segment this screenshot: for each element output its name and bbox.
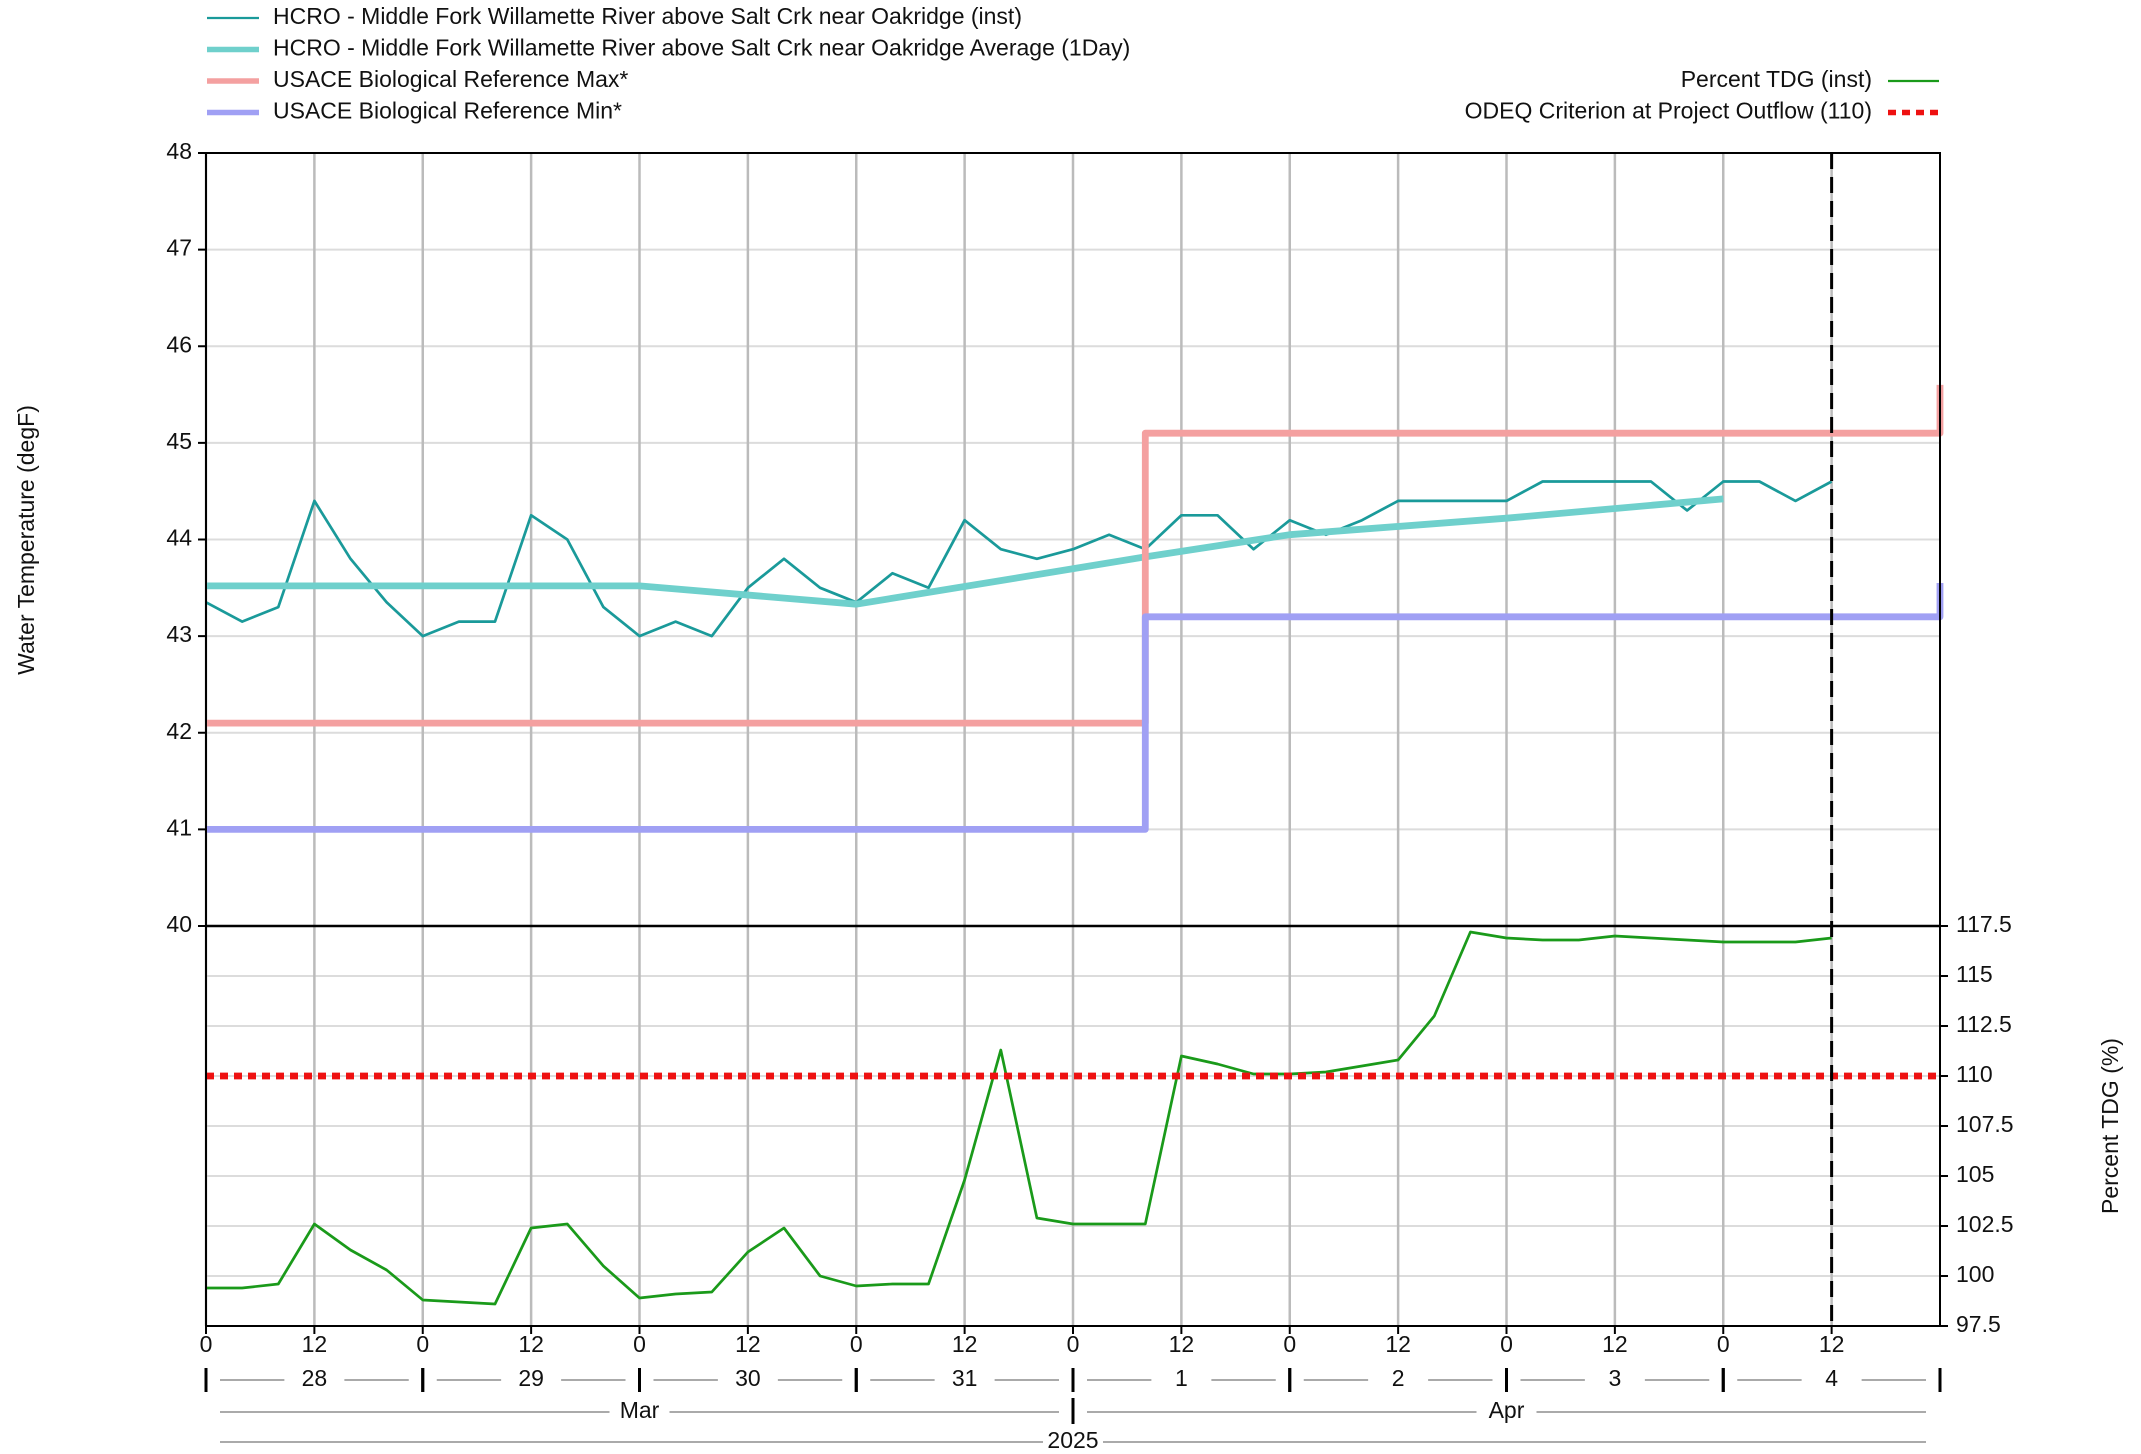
day-label: 2: [1392, 1365, 1405, 1391]
y-tick-label: 47: [166, 235, 192, 261]
day-label-bg: [1584, 1366, 1645, 1394]
y-tick-label: 41: [166, 814, 192, 840]
day-label: 28: [302, 1365, 328, 1391]
plot-frame: [205, 152, 1941, 1327]
legend-label: ODEQ Criterion at Project Outflow (110): [1465, 98, 1872, 124]
legend-label: HCRO - Middle Fork Willamette River abov…: [273, 3, 1022, 29]
axes: 40414243444546474897.5100102.5105107.511…: [166, 138, 2014, 1454]
y2-tick-label: 97.5: [1956, 1311, 2001, 1337]
y2-axis-title: Percent TDG (%): [2097, 1038, 2123, 1214]
day-label: 30: [735, 1365, 761, 1391]
year-label-bg: [1043, 1428, 1103, 1454]
day-label-bg: [1368, 1366, 1429, 1394]
month-label-bg: [609, 1398, 670, 1426]
y2-tick-label: 100: [1956, 1261, 1994, 1287]
x-tick-label: 12: [1169, 1331, 1195, 1357]
month-label: Mar: [620, 1397, 660, 1423]
x-tick-label: 0: [633, 1331, 646, 1357]
day-label-bg: [934, 1366, 995, 1394]
y2-tick-label: 102.5: [1956, 1211, 2014, 1237]
day-label: 1: [1175, 1365, 1188, 1391]
legend-label: USACE Biological Reference Max*: [273, 66, 628, 92]
x-tick-label: 0: [200, 1331, 213, 1357]
year-label: 2025: [1047, 1427, 1098, 1453]
x-tick-label: 0: [1067, 1331, 1080, 1357]
day-label: 29: [518, 1365, 544, 1391]
month-label: Apr: [1489, 1397, 1525, 1423]
y-tick-label: 46: [166, 331, 192, 357]
y2-tick-label: 107.5: [1956, 1111, 2014, 1137]
day-label: 3: [1608, 1365, 1621, 1391]
y-tick-label: 42: [166, 718, 192, 744]
x-tick-label: 12: [302, 1331, 328, 1357]
x-tick-label: 0: [850, 1331, 863, 1357]
y-tick-label: 48: [166, 138, 192, 164]
series-line: [205, 480, 1833, 638]
y-tick-label: 44: [166, 525, 192, 551]
y-axis-title: Water Temperature (degF): [13, 405, 39, 675]
y-tick-label: 45: [166, 428, 192, 454]
legend-label: Percent TDG (inst): [1681, 66, 1872, 92]
month-label-bg: [1476, 1398, 1537, 1426]
day-label-bg: [717, 1366, 778, 1394]
y2-tick-label: 105: [1956, 1161, 1994, 1187]
y2-tick-label: 110: [1956, 1061, 1993, 1087]
x-tick-label: 12: [952, 1331, 978, 1357]
x-tick-label: 0: [1283, 1331, 1296, 1357]
legend-label: HCRO - Middle Fork Willamette River abov…: [273, 35, 1130, 61]
day-label-bg: [1801, 1366, 1862, 1394]
day-label: 31: [952, 1365, 978, 1391]
y2-tick-label: 117.5: [1956, 911, 2012, 937]
x-tick-label: 0: [1500, 1331, 1513, 1357]
y-tick-label: 43: [166, 621, 192, 647]
x-tick-label: 12: [735, 1331, 761, 1357]
y2-tick-label: 112.5: [1956, 1011, 2012, 1037]
y-tick-label: 40: [166, 911, 192, 937]
series-line: [206, 930, 1832, 1306]
x-tick-label: 0: [1717, 1331, 1730, 1357]
day-label-bg: [501, 1366, 562, 1394]
x-tick-label: 12: [1385, 1331, 1411, 1357]
day-label-bg: [1151, 1366, 1212, 1394]
x-tick-label: 12: [1819, 1331, 1845, 1357]
x-tick-label: 12: [518, 1331, 544, 1357]
x-tick-label: 12: [1602, 1331, 1628, 1357]
y2-tick-label: 115: [1956, 961, 1993, 987]
day-label: 4: [1825, 1365, 1838, 1391]
x-tick-label: 0: [416, 1331, 429, 1357]
legend-label: USACE Biological Reference Min*: [273, 98, 622, 124]
day-label-bg: [284, 1366, 345, 1394]
